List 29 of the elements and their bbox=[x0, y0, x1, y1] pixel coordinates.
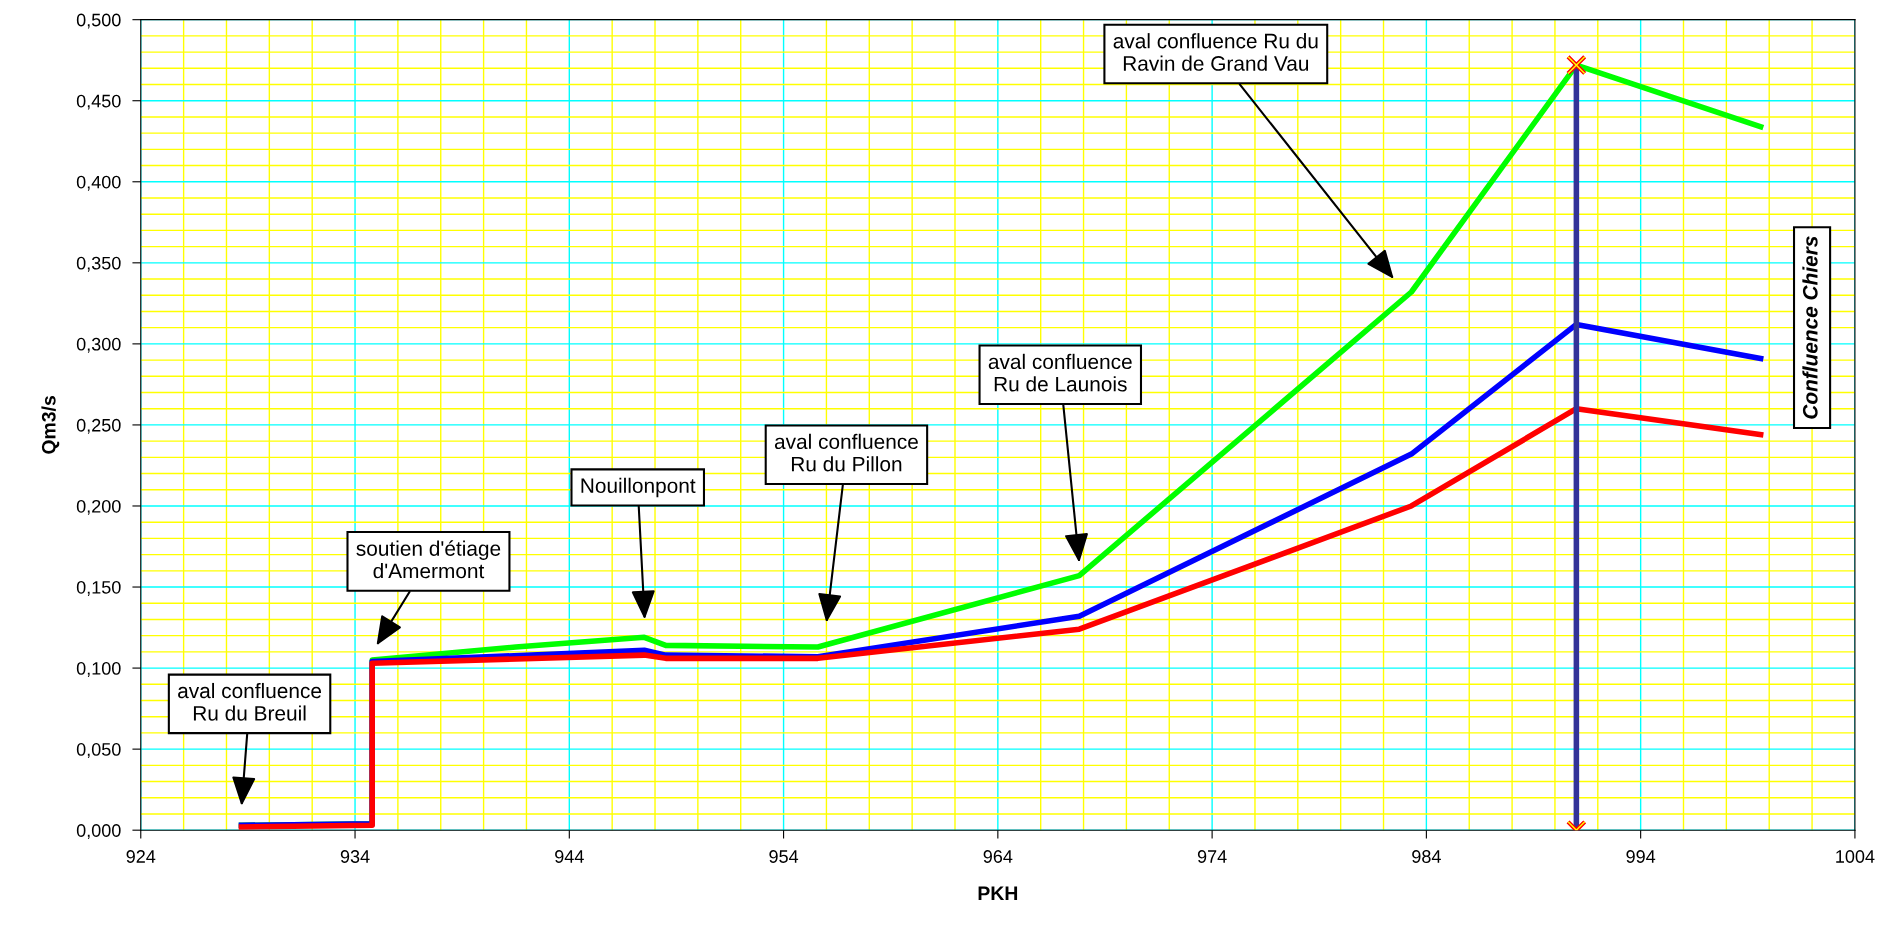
y-tick-label: 0,400 bbox=[76, 175, 121, 191]
annotation: aval confluence Ru du Pillon bbox=[774, 433, 918, 472]
x-tick-label: 1004 bbox=[1836, 850, 1875, 863]
y-tick-label: 0,150 bbox=[76, 580, 121, 596]
x-tick-label: 954 bbox=[769, 850, 799, 863]
x-axis-title: PKH bbox=[978, 886, 1018, 900]
annotation: aval confluence Ru du Breuil bbox=[178, 682, 322, 721]
y-tick-label: 0,450 bbox=[76, 94, 121, 110]
annotation: Confluence Chiers bbox=[1802, 236, 1818, 419]
x-tick-label: 924 bbox=[126, 850, 156, 863]
y-tick-label: 0,300 bbox=[76, 337, 121, 353]
y-tick-label: 0,500 bbox=[76, 13, 121, 29]
x-tick-label: 974 bbox=[1197, 850, 1227, 863]
x-tick-label: 934 bbox=[340, 850, 370, 863]
annotation: aval confluence Ru de Launois bbox=[988, 353, 1132, 392]
y-tick-label: 0,350 bbox=[76, 256, 121, 272]
y-tick-label: 0,200 bbox=[76, 499, 121, 515]
y-tick-label: 0,000 bbox=[76, 824, 121, 840]
annotation: aval confluence Ru du Ravin de Grand Vau bbox=[1113, 33, 1318, 71]
annotation: Nouillonpont bbox=[581, 477, 696, 498]
y-tick-label: 0,050 bbox=[76, 743, 121, 758]
y-tick-label: 0,250 bbox=[76, 418, 121, 434]
x-tick-label: 964 bbox=[983, 850, 1013, 863]
annotation: soutien d'étiage d'Amermont bbox=[356, 540, 501, 579]
x-tick-label: 944 bbox=[555, 850, 584, 863]
y-axis-title: Qm3/s bbox=[41, 396, 60, 454]
x-tick-label: 994 bbox=[1626, 850, 1656, 863]
y-tick-label: 0,100 bbox=[76, 662, 121, 677]
x-tick-label: 984 bbox=[1412, 850, 1441, 863]
